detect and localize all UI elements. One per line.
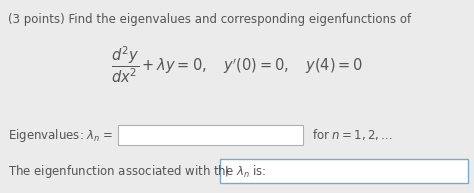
FancyBboxPatch shape bbox=[118, 125, 303, 145]
Text: |: | bbox=[225, 166, 228, 176]
FancyBboxPatch shape bbox=[220, 159, 468, 183]
Text: $\dfrac{d^2y}{dx^2} + \lambda y = 0, \quad y'(0) = 0, \quad y(4) = 0$: $\dfrac{d^2y}{dx^2} + \lambda y = 0, \qu… bbox=[111, 45, 363, 85]
Text: (3 points) Find the eigenvalues and corresponding eigenfunctions of: (3 points) Find the eigenvalues and corr… bbox=[8, 13, 411, 26]
Text: Eigenvalues: $\lambda_n$ =: Eigenvalues: $\lambda_n$ = bbox=[8, 126, 114, 144]
Text: for $n = 1, 2, \ldots$: for $n = 1, 2, \ldots$ bbox=[312, 128, 393, 142]
Text: The eigenfunction associated with the $\lambda_n$ is:: The eigenfunction associated with the $\… bbox=[8, 163, 266, 179]
